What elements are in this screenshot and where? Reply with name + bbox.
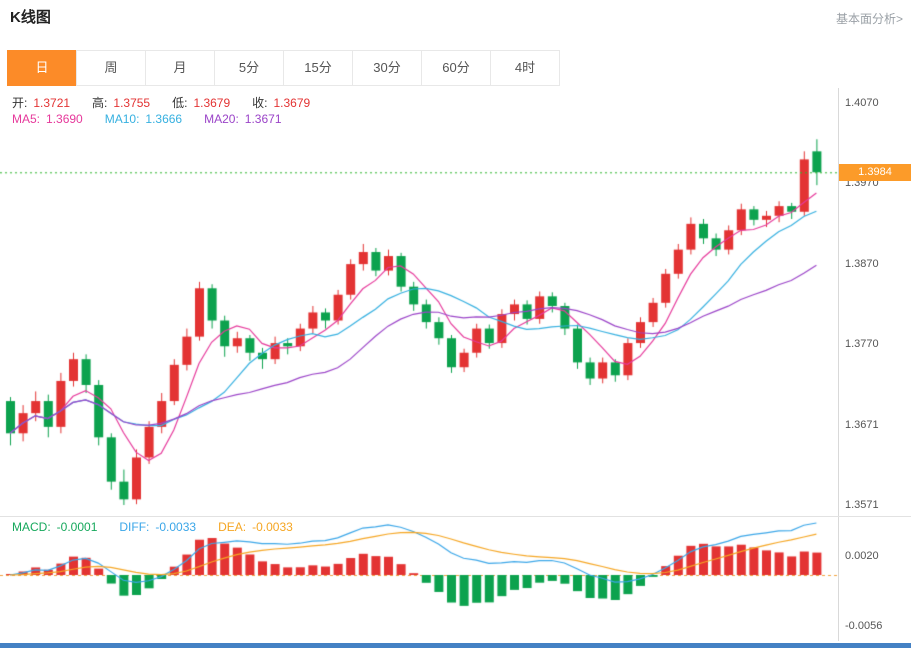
info-label: MA5:: [12, 112, 41, 126]
interval-tab-week[interactable]: 周: [76, 50, 146, 86]
info-label: DEA:: [218, 520, 247, 534]
macd-tick-label: 0.0020: [845, 550, 879, 562]
info-item: DIFF: -0.0033: [119, 520, 202, 534]
current-price-badge: 1.3984: [839, 163, 911, 181]
interval-tab-5min[interactable]: 5分: [214, 50, 284, 86]
info-value: 1.3671: [244, 112, 282, 126]
info-item: 收: 1.3679: [252, 96, 316, 110]
info-label: 低:: [172, 96, 188, 110]
interval-tabs: 日周月 5分 15分 30分 60分 4时: [7, 50, 560, 86]
ma-info-bar: MA5: 1.3690 MA10: 1.3666 MA20: 1.3671: [12, 112, 304, 126]
price-tick-label: 1.4070: [845, 97, 879, 109]
info-label: MA20:: [204, 112, 239, 126]
info-item: MA5: 1.3690: [12, 112, 89, 126]
macd-chart-canvas[interactable]: [0, 517, 838, 641]
price-tick-label: 1.3870: [845, 257, 879, 270]
info-label: 开:: [12, 96, 28, 110]
info-label: MACD:: [12, 520, 51, 534]
info-value: 1.3666: [145, 112, 183, 126]
info-item: 开: 1.3721: [12, 96, 76, 110]
info-value: -0.0033: [155, 520, 197, 534]
chart-scrollbar[interactable]: [0, 643, 911, 648]
price-tick-label: 1.3671: [845, 418, 879, 431]
y-axis-line: [838, 88, 839, 641]
interval-tab-15min[interactable]: 15分: [283, 50, 353, 86]
info-label: MA10:: [104, 112, 140, 126]
interval-tab-4hour[interactable]: 4时: [490, 50, 560, 86]
panel-divider: [0, 516, 911, 517]
info-value: 1.3679: [193, 96, 231, 110]
info-item: MACD: -0.0001: [12, 520, 103, 534]
interval-tab-month[interactable]: 月: [145, 50, 215, 86]
interval-tab-day[interactable]: 日: [7, 50, 77, 86]
macd-info-bar: MACD: -0.0001 DIFF: -0.0033 DEA: -0.0033: [12, 520, 315, 534]
info-value: 1.3679: [273, 96, 311, 110]
info-item: MA10: 1.3666: [105, 112, 188, 126]
fundamental-analysis-link[interactable]: 基本面分析>: [835, 12, 903, 26]
info-label: 高:: [92, 96, 108, 110]
info-value: 1.3721: [33, 96, 71, 110]
interval-tab-30min[interactable]: 30分: [352, 50, 422, 86]
price-tick-label: 1.3571: [845, 499, 879, 511]
info-value: -0.0001: [56, 520, 98, 534]
info-item: DEA: -0.0033: [218, 520, 299, 534]
info-item: MA20: 1.3671: [204, 112, 287, 126]
info-item: 低: 1.3679: [172, 96, 236, 110]
macd-tick-label: -0.0056: [845, 620, 883, 632]
candlestick-chart-canvas[interactable]: [0, 88, 838, 516]
info-value: -0.0033: [252, 520, 293, 534]
info-value: 1.3755: [113, 96, 151, 110]
info-label: DIFF:: [119, 520, 150, 534]
interval-tab-60min[interactable]: 60分: [421, 50, 491, 86]
ohlc-info-bar: 开: 1.3721 高: 1.3755 低: 1.3679 收: 1.3679: [12, 94, 332, 111]
info-value: 1.3690: [46, 112, 83, 126]
price-tick-label: 1.3770: [845, 338, 879, 351]
page-title: K线图: [10, 9, 51, 26]
info-item: 高: 1.3755: [92, 96, 156, 110]
info-label: 收:: [252, 96, 268, 110]
